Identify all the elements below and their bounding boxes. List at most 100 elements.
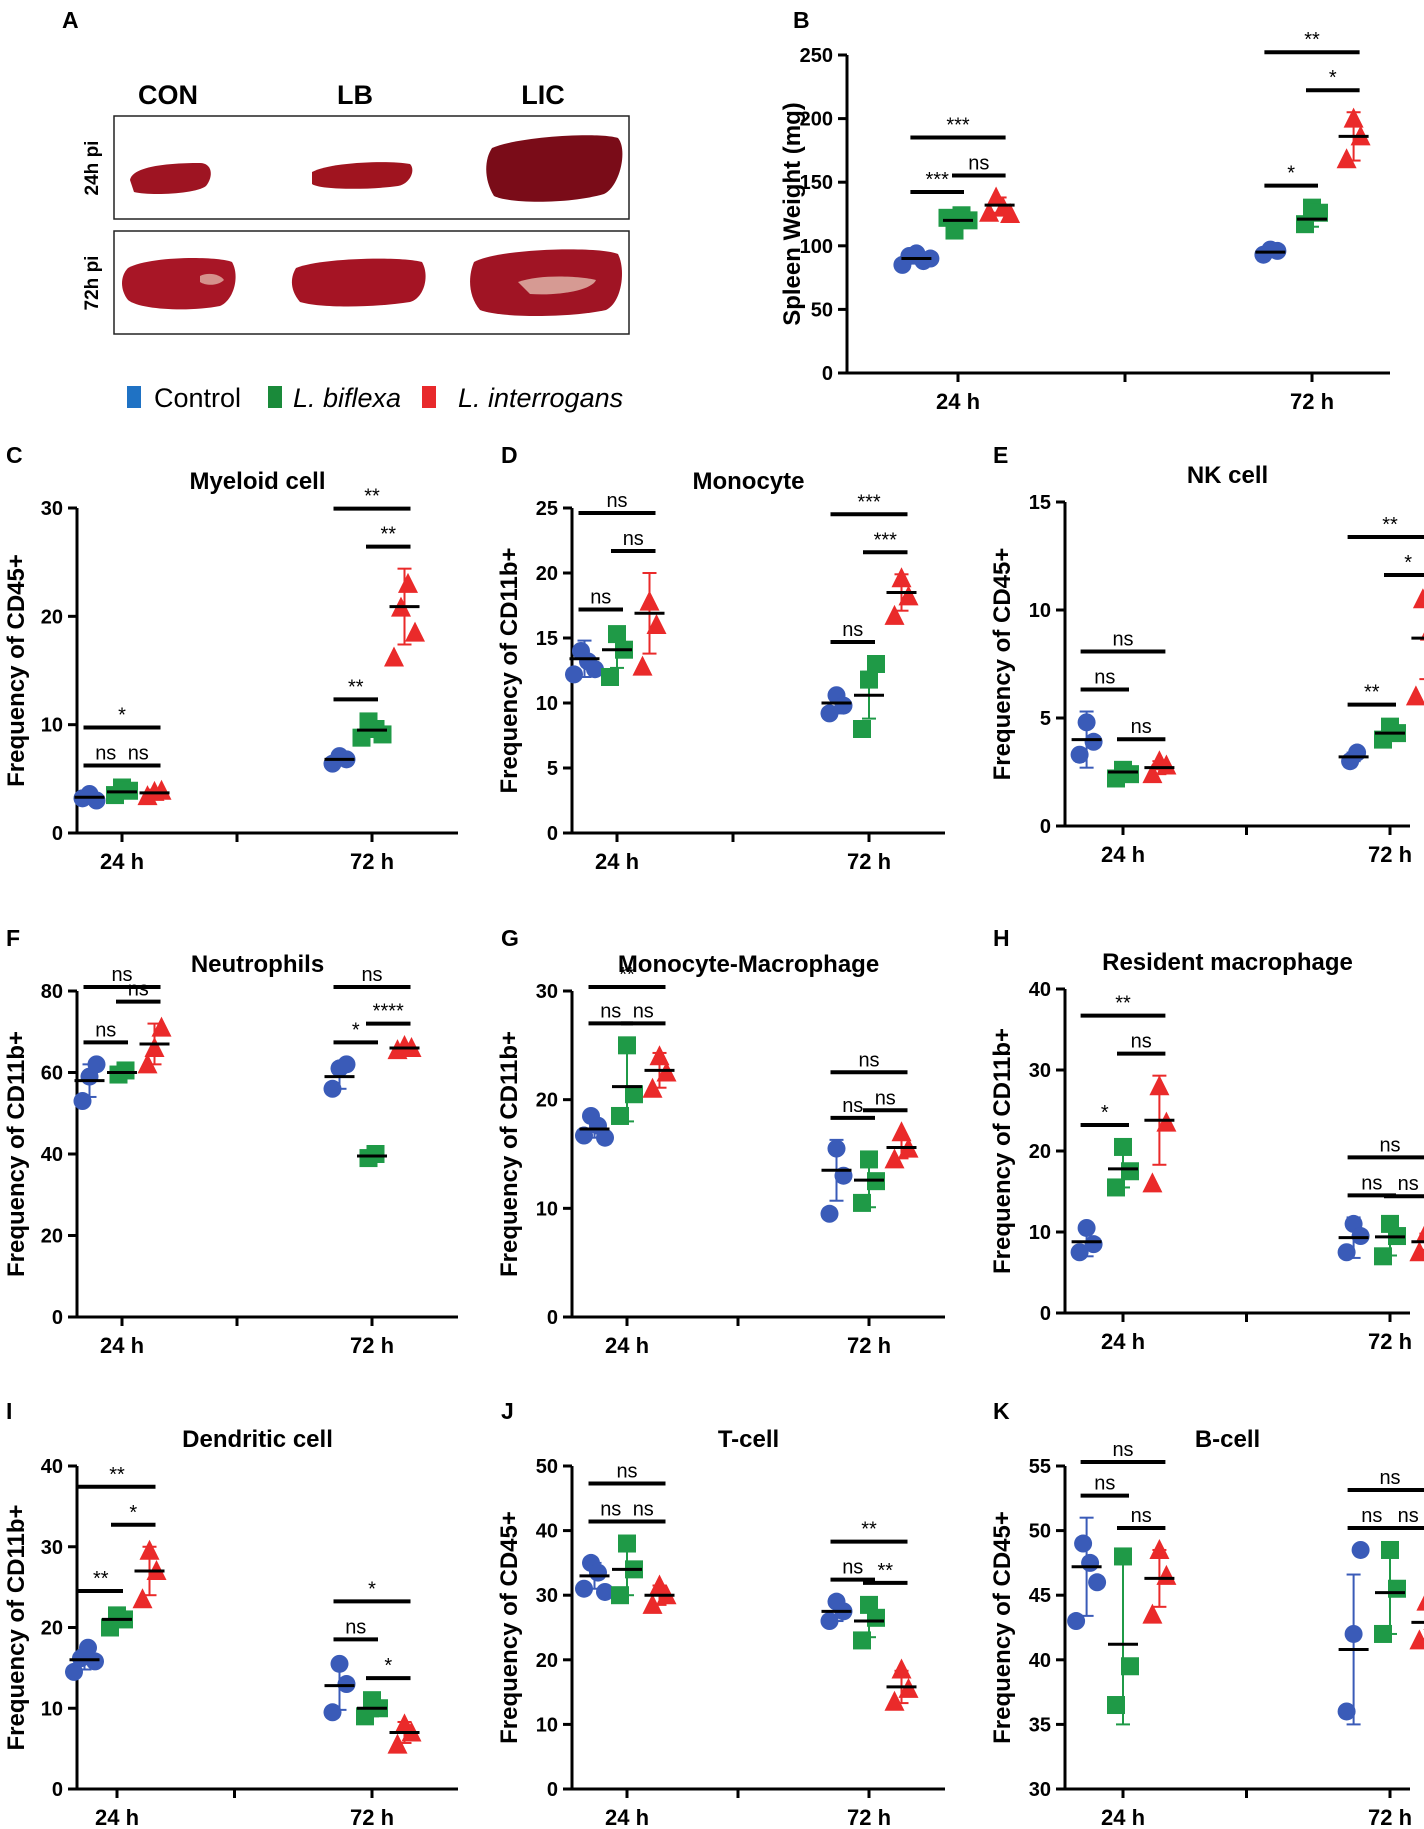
significance-label: ns — [842, 1095, 863, 1117]
significance-label: ns — [616, 1461, 637, 1483]
y-tick-label: 10 — [1029, 1222, 1051, 1244]
significance-label: ns — [1131, 1031, 1152, 1053]
panel-a: A CON LB LIC 24h pi 72h pi Control L. bi… — [62, 7, 630, 413]
chart-h: H Resident macrophage 0 10 20 30 40 24 h 72 h Fre… — [989, 925, 1424, 1354]
panel-label: F — [6, 925, 20, 951]
y-tick-label: 0 — [547, 823, 558, 845]
y-tick-label: 40 — [41, 1144, 63, 1166]
data-point — [891, 1658, 912, 1679]
y-tick-label: 0 — [1040, 816, 1051, 838]
data-point — [398, 572, 418, 593]
y-tick-label: 0 — [52, 823, 63, 845]
data-point — [642, 1593, 663, 1614]
column-label-lic: LIC — [521, 80, 565, 110]
chart-e: E NK cell 0 5 10 15 24 h 72 h Frequency of CD45+… — [989, 442, 1424, 867]
legend-swatch-biflexa — [268, 386, 282, 408]
y-tick-label: 20 — [41, 1226, 63, 1248]
legend-label-interrogans: L. interrogans — [458, 383, 623, 413]
y-tick-label: 0 — [52, 1307, 63, 1329]
x-tick-label: 24 h — [605, 1333, 649, 1358]
data-point — [1348, 743, 1367, 762]
y-tick-label: 20 — [1029, 1141, 1051, 1163]
data-point — [132, 1588, 153, 1609]
data-point — [1351, 1540, 1370, 1559]
data-point — [1156, 754, 1177, 775]
significance-label: ns — [1131, 1505, 1152, 1527]
significance-label: * — [384, 1655, 392, 1677]
data-point — [1409, 1629, 1424, 1650]
panel-label: J — [501, 1398, 514, 1424]
row-label-72h: 72h pi — [82, 256, 103, 311]
significance-label: ns — [633, 1499, 654, 1521]
panel-label: C — [6, 442, 23, 468]
y-axis-label: Frequency of CD45+ — [989, 548, 1016, 781]
data-point — [639, 590, 660, 611]
significance-label: ns — [1379, 1467, 1400, 1489]
data-point — [337, 1055, 356, 1074]
data-point — [86, 1652, 104, 1671]
significance-label: * — [368, 1578, 376, 1600]
chart-title: Myeloid cell — [189, 468, 325, 495]
data-point — [853, 1193, 871, 1212]
data-point — [337, 1675, 356, 1694]
data-point — [65, 1662, 83, 1681]
data-point — [596, 1582, 614, 1601]
data-point — [820, 704, 839, 723]
data-point — [79, 1638, 97, 1657]
significance-label: ns — [128, 979, 149, 1001]
data-point — [867, 655, 885, 673]
y-axis-label: Frequency of CD11b+ — [3, 1504, 30, 1750]
y-tick-label: 20 — [41, 606, 63, 628]
significance-label: *** — [946, 114, 970, 136]
data-point — [575, 1126, 593, 1145]
data-point — [1374, 1247, 1392, 1266]
significance-label: * — [1101, 1102, 1109, 1124]
data-point — [1070, 745, 1089, 764]
significance-label: ns — [128, 743, 149, 765]
significance-label: ns — [1398, 1173, 1419, 1195]
significance-label: * — [352, 1019, 360, 1041]
x-tick-label: 72 h — [847, 1333, 891, 1358]
data-point — [387, 1733, 408, 1754]
data-point — [820, 1204, 839, 1223]
y-tick-label: 40 — [41, 1456, 63, 1478]
significance-label: ns — [606, 490, 627, 512]
y-tick-label: 30 — [1029, 1779, 1051, 1801]
panel-label: K — [993, 1398, 1010, 1424]
y-tick-label: 100 — [800, 236, 833, 258]
significance-label: ns — [1379, 1134, 1400, 1156]
y-axis-label: Spleen Weight (mg) — [779, 102, 806, 326]
significance-label: ** — [861, 1519, 877, 1541]
significance-label: ns — [345, 1616, 366, 1638]
chart-c: C Myeloid cell 0 10 20 30 24 h 72 h Frequency of… — [3, 442, 458, 874]
data-point — [1107, 1178, 1125, 1197]
spleen-lic-24h — [486, 135, 623, 202]
data-point — [632, 655, 653, 676]
y-tick-label: 0 — [547, 1779, 558, 1801]
chart-i: I Dendritic cell 0 10 20 30 40 24 h 72 h Frequenc… — [3, 1398, 458, 1829]
significance-label: ns — [875, 1087, 896, 1109]
panel-a-label: A — [62, 7, 79, 33]
data-point — [891, 1121, 912, 1142]
data-point — [1381, 1540, 1399, 1559]
y-axis-label: Frequency of CD45+ — [3, 554, 30, 787]
significance-label: ns — [1112, 1439, 1133, 1461]
significance-label: ns — [1131, 716, 1152, 738]
significance-label: ** — [348, 676, 364, 698]
significance-label: ns — [1398, 1505, 1419, 1527]
x-tick-label: 72 h — [847, 1805, 891, 1829]
panel-label: E — [993, 442, 1008, 468]
y-tick-label: 250 — [800, 45, 833, 67]
data-point — [853, 1631, 871, 1650]
x-tick-label: 24 h — [595, 849, 639, 874]
significance-label: * — [1404, 552, 1412, 574]
x-tick-label: 72 h — [350, 1333, 394, 1358]
y-axis-label: Frequency of CD45+ — [496, 1511, 523, 1744]
significance-label: ns — [95, 1019, 116, 1041]
y-tick-label: 0 — [822, 363, 833, 385]
data-point — [1081, 1553, 1100, 1572]
significance-label: **** — [373, 1001, 404, 1023]
significance-label: ** — [1115, 993, 1131, 1015]
